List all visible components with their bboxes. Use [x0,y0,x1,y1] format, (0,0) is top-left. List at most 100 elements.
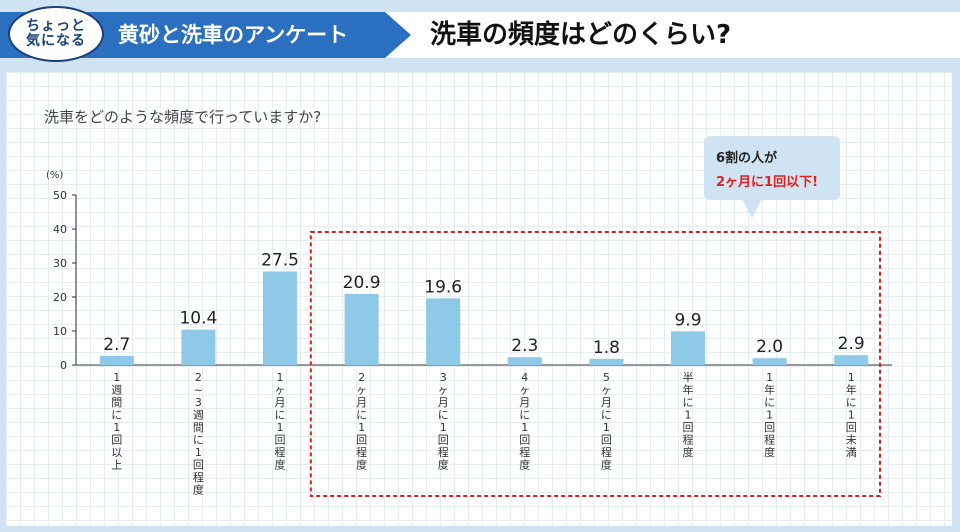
category-char: 1 [113,371,120,384]
category-char: 半 [683,370,694,384]
category-char: 1 [603,421,610,434]
category-char: 3 [440,371,447,384]
callout-bubble [704,136,840,200]
category-char: 1 [848,371,855,384]
category-char: 度 [683,445,694,459]
category-labels: 1週間に1回以上2~3週間に1回程度1ヶ月に1回程度2ヶ月に1回程度3ヶ月に1回… [111,370,856,497]
category-char: 5 [603,371,610,384]
category-char: に [193,434,204,447]
data-label: 19.6 [424,277,462,297]
category-char: 2 [358,371,365,384]
category-char: 以 [111,446,122,459]
data-label: 10.4 [179,309,217,329]
data-label: 2.0 [756,337,783,357]
badge-line2: 気になる [26,33,86,49]
bar [426,298,461,365]
category-char: 1 [277,371,284,384]
callout-line2: 2ヶ月に1回以下! [716,175,818,190]
bars [99,271,869,365]
category-char: 月 [601,396,612,409]
category-char: ヶ [275,384,286,397]
category-char: 上 [111,459,122,472]
category-char: 程 [519,446,530,459]
y-axis-unit: (%) [46,170,63,181]
category-char: 1 [521,421,528,434]
category-char: ヶ [356,384,367,397]
data-label: 2.9 [838,334,865,354]
header-white-band [385,12,960,58]
category-char: に [846,396,857,409]
category-char: 年 [846,383,857,397]
category-char: に [601,409,612,422]
category-char: 2 [195,371,202,384]
category-char: に [683,396,694,409]
data-labels: 2.7 10.4 27.5 20.9 19.6 2.3 1.8 9.9 2.0 2.9 [103,251,864,358]
category-char: 1 [685,409,692,422]
category-char: 1 [766,371,773,384]
category-char: ヶ [601,384,612,397]
category-char: 程 [601,446,612,459]
bar [181,329,216,365]
badge: ちょっと 気になる [8,6,104,62]
category-char: 1 [766,409,773,422]
category-char: 1 [848,409,855,422]
category-char: 程 [683,434,694,447]
data-label: 20.9 [343,273,381,293]
category-char: 月 [356,396,367,409]
category-char: 度 [193,483,204,497]
category-char: 回 [683,421,694,434]
data-label: 2.3 [511,336,538,356]
category-char: 度 [519,458,530,472]
category-char: 回 [275,434,286,447]
category-char: 程 [438,446,449,459]
category-char: 度 [764,445,775,459]
y-tick-label: 10 [53,325,67,338]
category-char: 回 [601,434,612,447]
y-tick-label: 20 [53,291,67,304]
category-char: ~ [194,384,203,397]
category-char: 4 [521,371,528,384]
category-char: 週 [111,384,122,397]
category-char: に [438,409,449,422]
header: ちょっと 気になる 黄砂と洗車のアンケート 洗車の頻度はどのくらい? [0,0,960,68]
category-char: 満 [846,446,857,459]
category-char: 回 [193,459,204,472]
y-tick-label: 40 [53,223,67,236]
category-char: ヶ [519,384,530,397]
category-char: 度 [438,458,449,472]
data-label: 27.5 [261,251,299,271]
chart-question: 洗車をどのような頻度で行っていますか? [44,108,321,126]
header-notch [385,12,411,58]
bar [99,355,134,365]
bar [507,357,542,365]
main-title: 洗車の頻度はどのくらい? [430,20,732,50]
category-char: 回 [111,434,122,447]
y-tick-label: 50 [53,189,67,202]
category-char: 回 [846,421,857,434]
highlight-box [309,231,881,497]
category-char: 回 [519,434,530,447]
category-char: 1 [113,421,120,434]
data-label: 9.9 [674,310,701,330]
category-char: に [356,409,367,422]
section-label: 黄砂と洗車のアンケート [118,23,349,47]
category-char: 程 [275,446,286,459]
bar [671,331,705,365]
y-tick-label: 0 [60,359,67,372]
category-char: 間 [193,421,204,434]
category-char: 1 [195,446,202,459]
category-char: 度 [601,458,612,472]
category-char: 1 [277,421,284,434]
category-char: 週 [193,409,204,422]
category-char: 3 [195,396,202,409]
category-char: 未 [846,434,857,447]
